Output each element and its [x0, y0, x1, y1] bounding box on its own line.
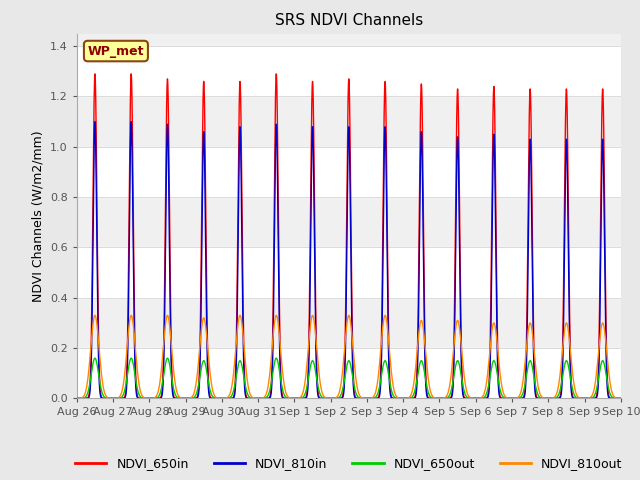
Title: SRS NDVI Channels: SRS NDVI Channels — [275, 13, 423, 28]
Bar — [77, 248, 621, 298]
Bar — [77, 348, 621, 398]
Text: WP_met: WP_met — [88, 45, 144, 58]
Bar — [77, 147, 621, 197]
Y-axis label: NDVI Channels (W/m2/mm): NDVI Channels (W/m2/mm) — [31, 130, 44, 302]
Bar — [77, 46, 621, 96]
Legend: NDVI_650in, NDVI_810in, NDVI_650out, NDVI_810out: NDVI_650in, NDVI_810in, NDVI_650out, NDV… — [70, 452, 628, 475]
